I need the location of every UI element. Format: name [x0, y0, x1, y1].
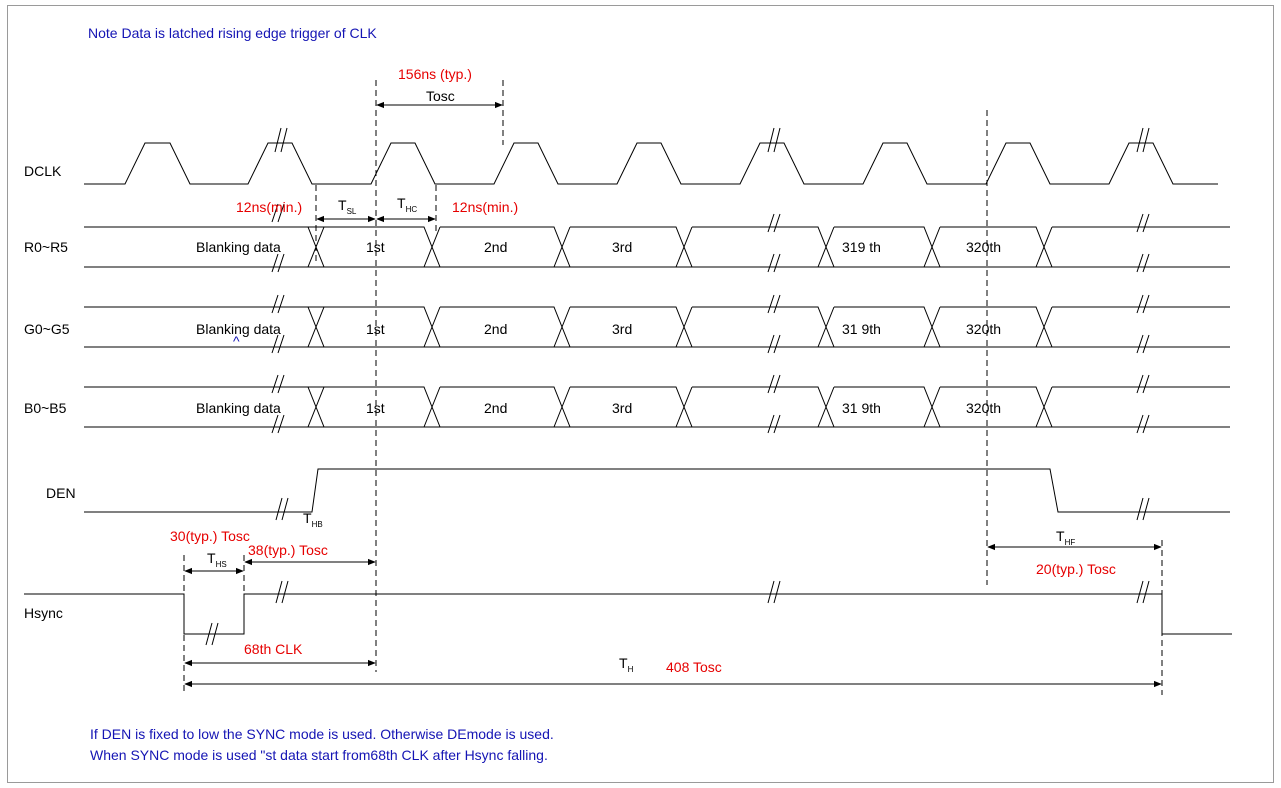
g-cell-320th: 320th: [966, 321, 1001, 337]
tsl-letter: T: [338, 197, 347, 213]
hold-min-label: 12ns(min.): [452, 199, 518, 215]
g-cell-2nd: 2nd: [484, 321, 507, 337]
diagram-frame: [7, 5, 1274, 783]
tosc-typ-label: 156ns (typ.): [398, 66, 472, 82]
g-cell-blanking: Blanking data: [196, 321, 281, 337]
thb-label: THB: [303, 510, 323, 529]
b-cell-320th: 320th: [966, 400, 1001, 416]
ths-sub: HS: [216, 560, 227, 569]
thc-label: THC: [397, 195, 417, 214]
thf-label: THF: [1056, 528, 1075, 547]
r-cell-3rd: 3rd: [612, 239, 632, 255]
label-dclk: DCLK: [24, 163, 62, 179]
ths-typ-label: 30(typ.) Tosc: [170, 528, 250, 544]
ths-letter: T: [207, 550, 216, 566]
note-bottom-2: When SYNC mode is used "st data start fr…: [90, 747, 548, 763]
b-bus: [84, 374, 1230, 434]
b-cell-blanking: Blanking data: [196, 400, 281, 416]
th-letter: T: [619, 655, 628, 671]
hsync-wave: [24, 593, 1232, 635]
g-bus: [84, 294, 1230, 354]
tosc-label: Tosc: [426, 88, 455, 104]
th-sub: H: [628, 665, 634, 674]
th-label: TH: [619, 655, 634, 674]
g-cell-1st: 1st: [366, 321, 385, 337]
thf-letter: T: [1056, 528, 1065, 544]
b-cell-1st: 1st: [366, 400, 385, 416]
tsl-sub: SL: [347, 207, 357, 216]
label-den: DEN: [46, 485, 76, 501]
thc-sub: HC: [406, 205, 418, 214]
label-g: G0~G5: [24, 321, 70, 337]
note-top: Note Data is latched rising edge trigger…: [88, 25, 377, 41]
clk68-label: 68th CLK: [244, 641, 303, 657]
thb-letter: T: [303, 510, 312, 526]
ths-label: THS: [207, 550, 227, 569]
thc-letter: T: [397, 195, 406, 211]
label-b: B0~B5: [24, 400, 67, 416]
r-cell-blanking: Blanking data: [196, 239, 281, 255]
th-total-label: 408 Tosc: [666, 659, 722, 675]
r-cell-1st: 1st: [366, 239, 385, 255]
r-cell-320th: 320th: [966, 239, 1001, 255]
b-cell-2nd: 2nd: [484, 400, 507, 416]
dclk-wave: [84, 142, 1218, 185]
b-cell-3rd: 3rd: [612, 400, 632, 416]
tsl-label: TSL: [338, 197, 357, 216]
hb-typ-label: 38(typ.) Tosc: [248, 542, 328, 558]
hsync-break-marks: [205, 580, 1150, 646]
r-bus: [84, 203, 1230, 273]
thf-sub: HF: [1065, 538, 1076, 547]
setup-min-label: 12ns(min.): [236, 199, 302, 215]
dimension-arrows: [184, 101, 1162, 688]
g-cell-3rd: 3rd: [612, 321, 632, 337]
thb-sub: HB: [312, 520, 323, 529]
den-break-marks: [275, 497, 1150, 521]
label-hsync: Hsync: [24, 605, 63, 621]
note-bottom-1: If DEN is fixed to low the SYNC mode is …: [90, 726, 554, 742]
thf-typ-label: 20(typ.) Tosc: [1036, 561, 1116, 577]
den-wave: [84, 468, 1230, 513]
r-cell-319th: 319 th: [842, 239, 881, 255]
label-r: R0~R5: [24, 239, 68, 255]
g-cell-319th: 31 9th: [842, 321, 881, 337]
g-caret-mark: ^: [233, 333, 240, 349]
dclk-break-marks: [274, 127, 1150, 153]
r-cell-2nd: 2nd: [484, 239, 507, 255]
b-cell-319th: 31 9th: [842, 400, 881, 416]
reference-lines: [183, 80, 1163, 695]
